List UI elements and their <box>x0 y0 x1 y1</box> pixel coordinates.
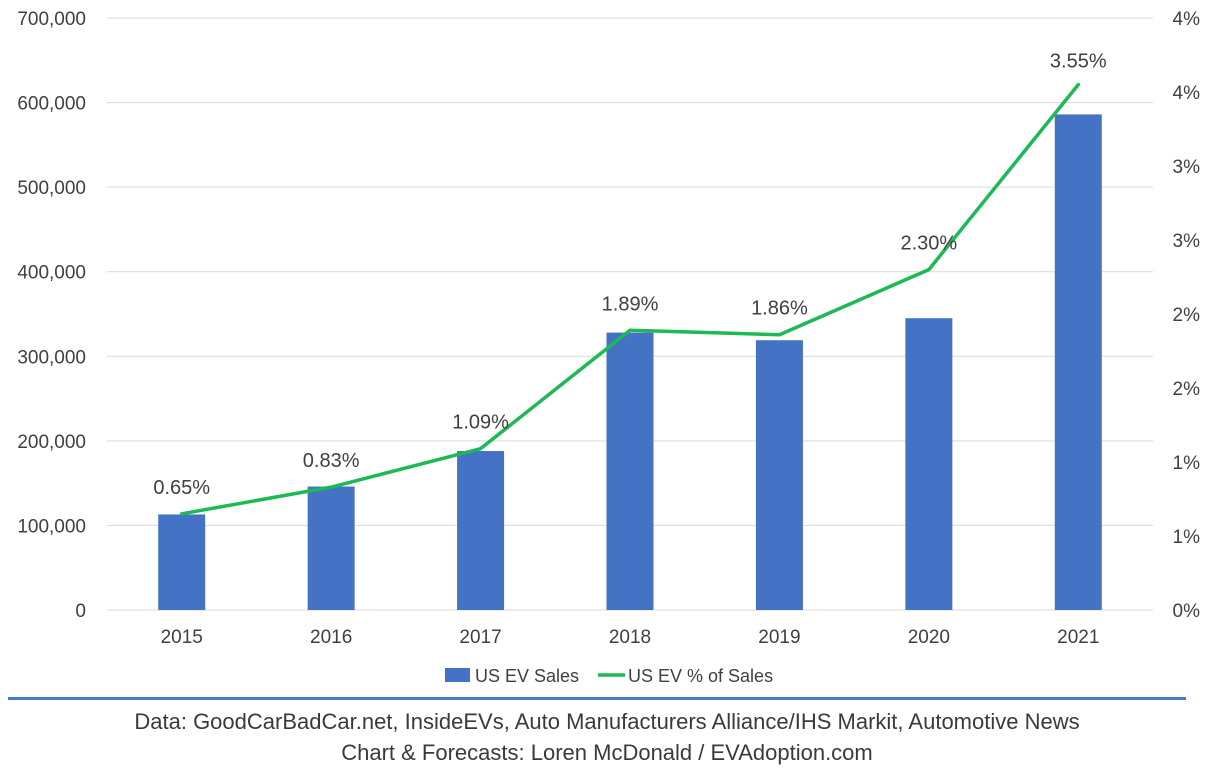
y2-axis-tick-label: 4% <box>1173 83 1201 104</box>
source-divider <box>8 697 1186 700</box>
y-axis-tick-label: 0 <box>75 601 86 622</box>
x-axis-tick-label: 2015 <box>161 627 203 648</box>
ev-sales-chart: 0.65% 0.83% 1.09% 1.89% 1.86% 2.30% 3.55% 0 100… <box>17 9 1200 686</box>
pct-data-label-2020: 2.30% <box>900 233 957 255</box>
source-credit-data: Data: GoodCarBadCar.net, InsideEVs, Auto… <box>134 709 1080 734</box>
x-axis-tick-label: 2017 <box>459 627 501 648</box>
y2-axis-tick-label: 3% <box>1173 231 1201 252</box>
y2-axis-tick-label: 4% <box>1173 9 1201 30</box>
source-credit-chart: Chart & Forecasts: Loren McDonald / EVAd… <box>341 740 873 765</box>
legend-bar-swatch <box>445 668 470 682</box>
x-axis-tick-label: 2016 <box>310 627 352 648</box>
y-axis-tick-label: 400,000 <box>17 263 86 284</box>
pct-data-label-2016: 0.83% <box>303 450 360 472</box>
y2-axis-tick-label: 3% <box>1173 157 1201 178</box>
y-axis-tick-label: 100,000 <box>17 516 86 537</box>
bar-2020 <box>905 318 953 610</box>
y-axis-tick-label: 600,000 <box>17 94 86 115</box>
data-labels: 0.65% 0.83% 1.09% 1.89% 1.86% 2.30% 3.55% <box>153 51 1106 499</box>
bar-2017 <box>457 451 505 610</box>
pct-data-label-2018: 1.89% <box>602 293 659 315</box>
pct-data-label-2017: 1.09% <box>452 412 509 434</box>
y-axis-tick-label: 200,000 <box>17 432 86 453</box>
bar-2019 <box>755 340 803 610</box>
y-axis-tick-label: 300,000 <box>17 347 86 368</box>
bar-2016 <box>307 486 355 610</box>
y-axis-tick-label: 500,000 <box>17 178 86 199</box>
pct-data-label-2015: 0.65% <box>153 477 210 499</box>
x-axis-tick-label: 2020 <box>908 627 950 648</box>
pct-data-label-2019: 1.86% <box>751 298 808 320</box>
y2-axis-tick-label: 2% <box>1173 379 1201 400</box>
y2-axis-tick-label: 1% <box>1173 527 1201 548</box>
pct-of-sales-line <box>179 82 1081 516</box>
y2-axis-tick-label: 0% <box>1173 601 1201 622</box>
pct-data-label-2021: 3.55% <box>1050 51 1107 73</box>
legend: US EV Sales US EV % of Sales <box>445 666 773 686</box>
x-axis-tick-label: 2021 <box>1057 627 1099 648</box>
legend-label-sales: US EV Sales <box>475 666 579 686</box>
bar-2021 <box>1054 114 1102 610</box>
bar-2015 <box>158 514 206 610</box>
x-axis-tick-label: 2019 <box>758 627 800 648</box>
bar-series <box>158 114 1102 610</box>
bar-2018 <box>606 332 654 610</box>
y-axis-tick-label: 700,000 <box>17 9 86 30</box>
axis-labels: 0 100,000 200,000 300,000 400,000 500,000 600,… <box>17 9 1200 648</box>
y2-axis-tick-label: 2% <box>1173 305 1201 326</box>
line-series <box>179 82 1081 516</box>
y2-axis-tick-label: 1% <box>1173 453 1201 474</box>
x-axis-tick-label: 2018 <box>609 627 651 648</box>
legend-label-pct: US EV % of Sales <box>628 666 773 686</box>
